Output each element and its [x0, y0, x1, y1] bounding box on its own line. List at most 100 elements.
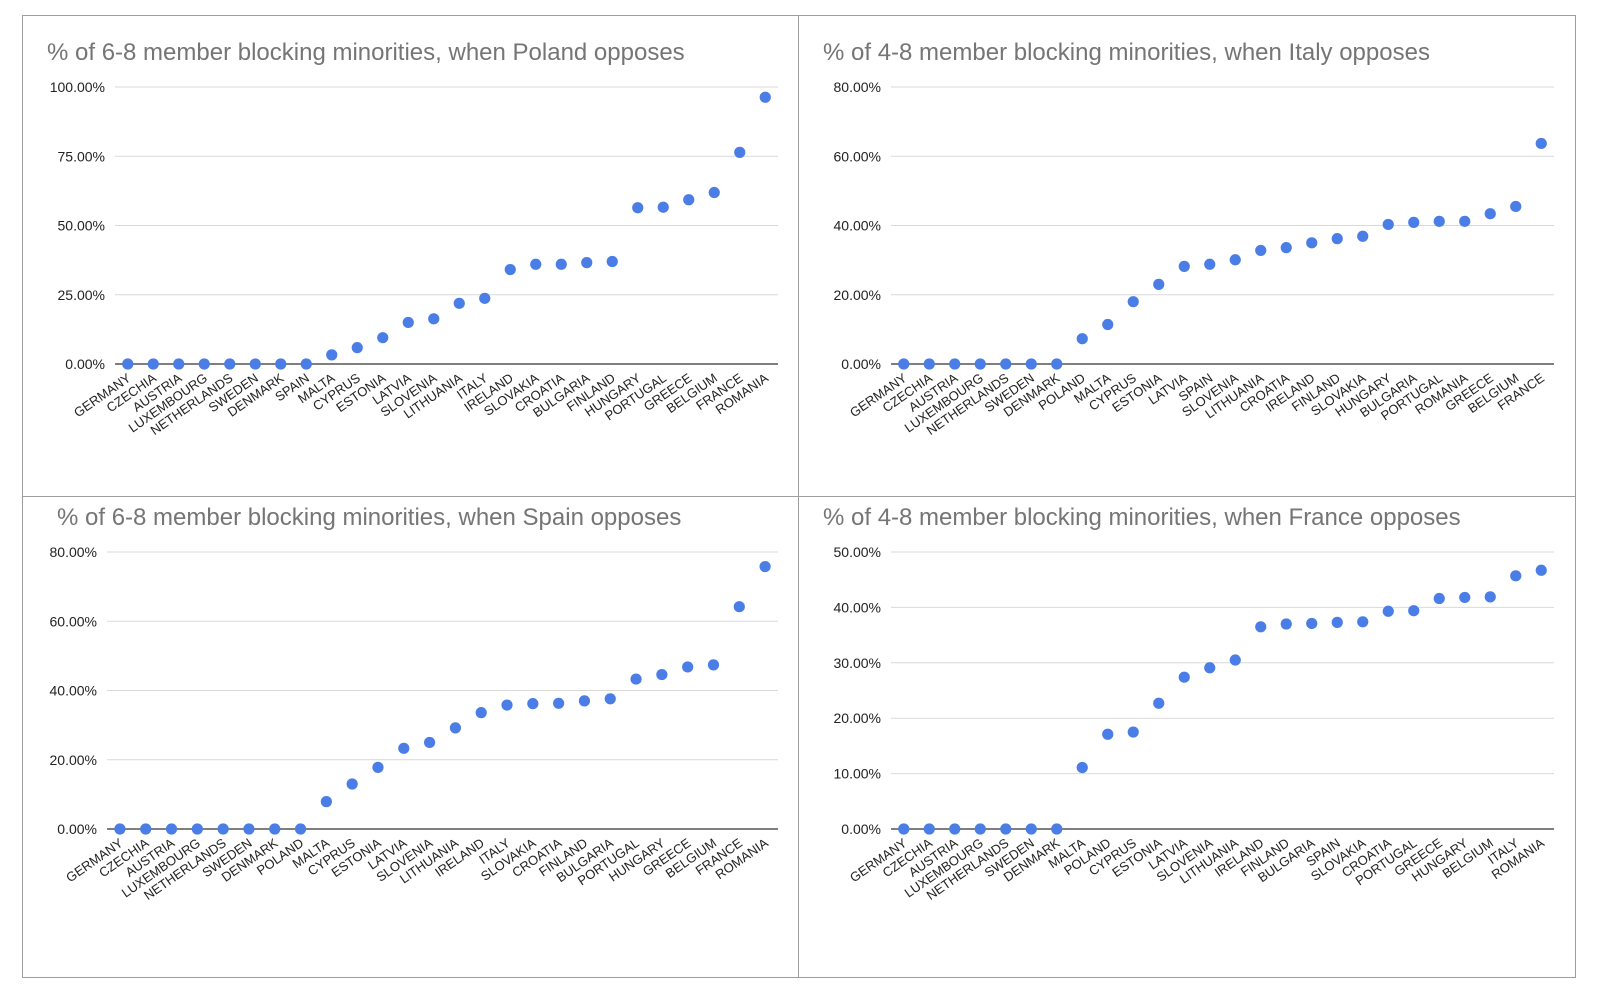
- data-point: [372, 761, 384, 773]
- data-point: [243, 823, 255, 835]
- chart-title: % of 4-8 member blocking minorities, whe…: [823, 39, 1430, 66]
- data-point: [1280, 618, 1292, 630]
- data-point: [1382, 218, 1394, 231]
- data-point: [707, 659, 720, 671]
- y-tick-label: 50.00%: [58, 218, 105, 234]
- y-tick-label: 80.00%: [50, 544, 97, 560]
- data-point: [1535, 564, 1547, 576]
- data-point: [1255, 244, 1267, 257]
- data-point: [949, 358, 961, 370]
- data-point: [734, 146, 746, 158]
- data-point: [1025, 823, 1037, 835]
- chart-title: % of 4-8 member blocking minorities, whe…: [823, 504, 1461, 531]
- data-point: [923, 823, 935, 835]
- data-point: [1535, 137, 1547, 150]
- data-point: [630, 673, 642, 685]
- data-point: [1433, 592, 1445, 605]
- chart-svg-spain: % of 6-8 member blocking minorities, whe…: [50, 504, 778, 903]
- y-tick-label: 75.00%: [58, 148, 105, 164]
- data-point: [1204, 258, 1216, 270]
- data-point: [898, 358, 910, 370]
- data-point: [1459, 591, 1471, 604]
- data-point: [1510, 570, 1522, 582]
- data-point: [122, 358, 134, 370]
- data-point: [217, 823, 229, 835]
- data-point: [1000, 823, 1012, 835]
- data-point: [759, 91, 771, 103]
- y-tick-label: 100.00%: [50, 79, 105, 95]
- data-point: [449, 722, 462, 734]
- data-point: [949, 823, 961, 835]
- data-point: [1357, 616, 1369, 628]
- data-point: [346, 778, 358, 790]
- data-point: [224, 358, 236, 370]
- data-point: [1127, 726, 1139, 738]
- data-point: [501, 699, 513, 711]
- y-tick-label: 0.00%: [841, 821, 881, 837]
- data-point: [1204, 662, 1216, 674]
- data-point: [173, 358, 185, 370]
- data-point: [275, 358, 287, 370]
- y-tick-label: 60.00%: [834, 148, 881, 164]
- y-tick-label: 20.00%: [50, 752, 97, 768]
- chart-panel-italy: % of 4-8 member blocking minorities, whe…: [798, 15, 1576, 497]
- chart-title: % of 6-8 member blocking minorities, whe…: [47, 39, 685, 66]
- data-point: [398, 742, 410, 754]
- data-point: [578, 695, 591, 707]
- data-point: [1459, 215, 1471, 227]
- data-point: [1178, 671, 1190, 683]
- data-point: [632, 202, 644, 214]
- data-point: [606, 255, 618, 268]
- data-point: [1433, 215, 1445, 227]
- data-point: [1331, 616, 1343, 628]
- data-point: [1025, 358, 1037, 370]
- data-point: [191, 823, 203, 835]
- data-point: [377, 332, 389, 344]
- chart-svg-france: % of 4-8 member blocking minorities, whe…: [823, 504, 1554, 903]
- data-point: [974, 358, 986, 370]
- data-point: [1408, 605, 1420, 617]
- data-point: [657, 201, 669, 213]
- data-point: [1153, 697, 1165, 709]
- data-point: [553, 697, 565, 709]
- data-point: [428, 313, 440, 325]
- data-point: [1408, 216, 1420, 228]
- data-point: [165, 823, 178, 835]
- data-point: [269, 823, 281, 835]
- data-point: [1229, 654, 1241, 666]
- data-point: [682, 661, 694, 673]
- data-point: [733, 601, 745, 613]
- data-point: [1484, 591, 1496, 603]
- data-point: [1051, 358, 1063, 370]
- data-point: [249, 358, 261, 370]
- data-point: [974, 823, 986, 835]
- data-point: [1102, 728, 1114, 740]
- data-point: [604, 693, 616, 705]
- data-point: [147, 358, 159, 370]
- chart-svg-italy: % of 4-8 member blocking minorities, whe…: [823, 39, 1554, 438]
- y-tick-label: 50.00%: [834, 544, 881, 560]
- y-tick-label: 80.00%: [834, 79, 881, 95]
- data-point: [1076, 333, 1088, 345]
- data-point: [1331, 233, 1343, 245]
- data-point: [1306, 237, 1318, 249]
- data-point: [351, 342, 363, 354]
- data-point: [1484, 208, 1496, 220]
- y-tick-label: 20.00%: [834, 287, 881, 303]
- y-tick-label: 40.00%: [834, 599, 881, 615]
- data-point: [1255, 621, 1267, 633]
- data-point: [504, 263, 516, 276]
- data-point: [1051, 823, 1063, 835]
- data-point: [530, 258, 542, 270]
- data-point: [402, 316, 414, 329]
- data-point: [1382, 605, 1394, 617]
- y-tick-label: 0.00%: [65, 356, 105, 372]
- y-tick-label: 40.00%: [834, 218, 881, 234]
- chart-panel-poland: % of 6-8 member blocking minorities, whe…: [22, 15, 799, 497]
- data-point: [423, 736, 436, 749]
- data-point: [1178, 260, 1190, 272]
- data-point: [320, 796, 332, 808]
- y-tick-label: 0.00%: [841, 356, 881, 372]
- y-tick-label: 20.00%: [834, 710, 881, 726]
- data-point: [1510, 200, 1522, 213]
